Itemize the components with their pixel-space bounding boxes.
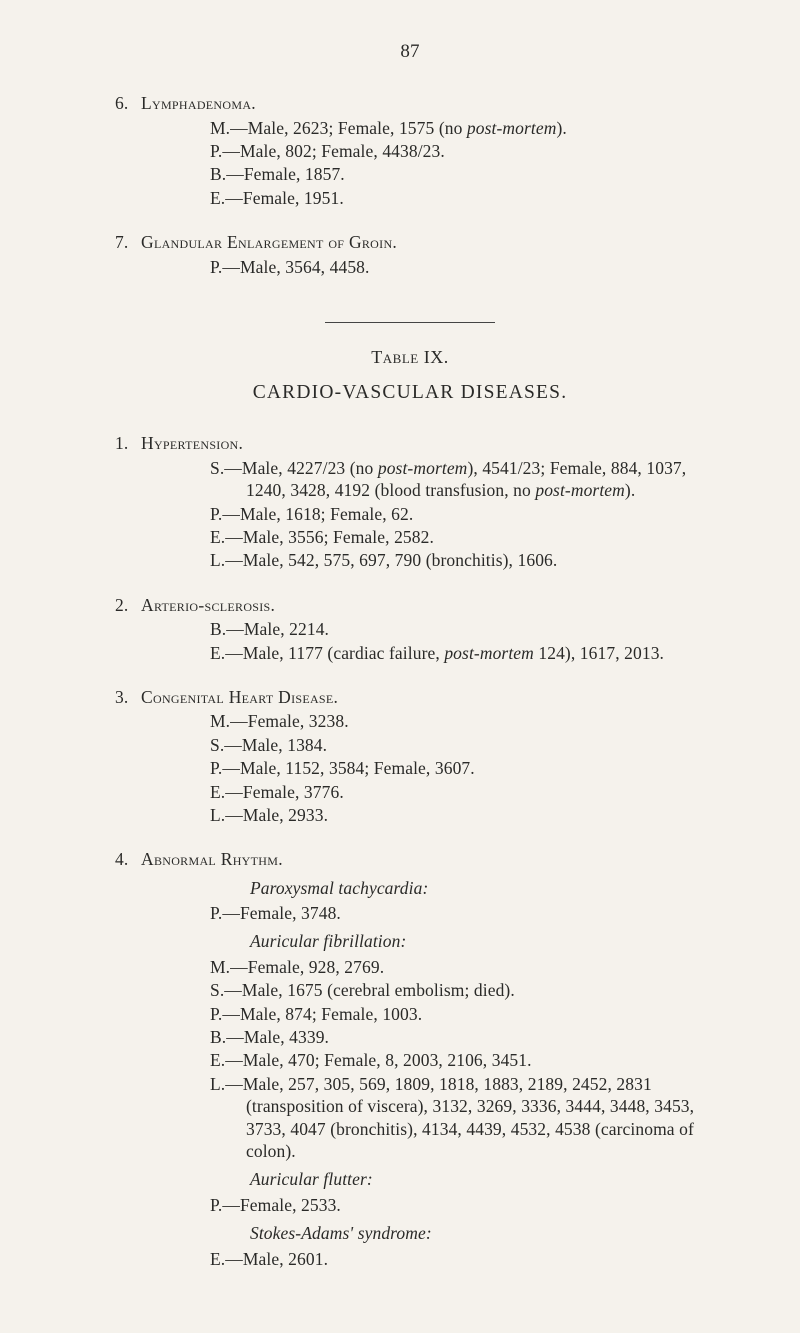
entry-head: 3.Congenital Heart Disease. <box>115 686 705 708</box>
entry-line: M.—Female, 3238. <box>210 710 705 732</box>
entry-number: 6. <box>115 92 141 114</box>
subgroup-label: Paroxysmal tachycardia: <box>210 877 705 899</box>
entry-number: 7. <box>115 231 141 253</box>
subgroup-label: Auricular fibrillation: <box>210 930 705 952</box>
page-number: 87 <box>115 40 705 64</box>
entry-line: P.—Female, 3748. <box>210 902 705 924</box>
entry: 1.Hypertension. S.—Male, 4227/23 (no post… <box>115 432 705 571</box>
entry-number: 2. <box>115 594 141 616</box>
entry-number: 1. <box>115 432 141 454</box>
entry-body: M.—Female, 3238.S.—Male, 1384.P.—Male, 1… <box>115 710 705 826</box>
entry-line: B.—Male, 2214. <box>210 618 705 640</box>
page: 87 6.Lymphadenoma. M.—Male, 2623; Female,… <box>0 0 800 1332</box>
entry: 3.Congenital Heart Disease.M.—Female, 32… <box>115 686 705 826</box>
entry-title: Congenital Heart Disease. <box>141 686 338 708</box>
entry-line: S.—Male, 1384. <box>210 734 705 756</box>
entry-line: S.—Male, 4227/23 (no post-mortem), 4541/… <box>210 457 705 502</box>
entry: 6.Lymphadenoma. M.—Male, 2623; Female, 15… <box>115 92 705 209</box>
entry-title: Abnormal Rhythm. <box>141 848 283 870</box>
entry-line: P.—Male, 802; Female, 4438/23. <box>210 140 705 162</box>
entry: 4.Abnormal Rhythm. Paroxysmal tachycardia… <box>115 848 705 1270</box>
entry-body: Paroxysmal tachycardia: P.—Female, 3748. A… <box>115 877 705 1270</box>
section-title: CARDIO-VASCULAR DISEASES. <box>115 381 705 406</box>
subgroup-label: Stokes-Adams' syndrome: <box>210 1222 705 1244</box>
entry-line: E.—Male, 2601. <box>210 1248 705 1270</box>
entry-title: Arterio-sclerosis. <box>141 594 275 616</box>
entry-body: P.—Male, 3564, 4458. <box>115 256 705 278</box>
entry-head: 1.Hypertension. <box>115 432 705 454</box>
divider <box>115 306 705 328</box>
entry-line: E.—Female, 1951. <box>210 187 705 209</box>
entry-line: B.—Female, 1857. <box>210 163 705 185</box>
entry-head: 6.Lymphadenoma. <box>115 92 705 114</box>
entry-line: M.—Female, 928, 2769. <box>210 956 705 978</box>
entry-line: S.—Male, 1675 (cerebral embolism; died). <box>210 979 705 1001</box>
entry-line: P.—Female, 2533. <box>210 1194 705 1216</box>
entry-title: Lymphadenoma. <box>141 92 256 114</box>
subgroup-label: Auricular flutter: <box>210 1168 705 1190</box>
entry-number: 4. <box>115 848 141 870</box>
entry: 2.Arterio-sclerosis.B.—Male, 2214.E.—Mal… <box>115 594 705 664</box>
entry-head: 4.Abnormal Rhythm. <box>115 848 705 870</box>
entry-line: E.—Female, 3776. <box>210 781 705 803</box>
entry-line: L.—Male, 257, 305, 569, 1809, 1818, 1883… <box>210 1073 705 1163</box>
entry-head: 2.Arterio-sclerosis. <box>115 594 705 616</box>
entry-body: S.—Male, 4227/23 (no post-mortem), 4541/… <box>115 457 705 572</box>
entry-title: Glandular Enlargement of Groin. <box>141 231 397 253</box>
table-label: Table IX. <box>115 346 705 369</box>
entry-title: Hypertension. <box>141 432 243 454</box>
entry-line: M.—Male, 2623; Female, 1575 (no post-mor… <box>210 117 705 139</box>
entry-line: L.—Male, 2933. <box>210 804 705 826</box>
entry-line: P.—Male, 3564, 4458. <box>210 256 705 278</box>
entry-line: E.—Male, 3556; Female, 2582. <box>210 526 705 548</box>
entry-body: B.—Male, 2214.E.—Male, 1177 (cardiac fai… <box>115 618 705 664</box>
entry-line: E.—Male, 1177 (cardiac failure, post-mor… <box>210 642 705 664</box>
entry-line: L.—Male, 542, 575, 697, 790 (bronchitis)… <box>210 549 705 571</box>
entry: 7.Glandular Enlargement of Groin. P.—Male… <box>115 231 705 278</box>
entries-bottom: 1.Hypertension. S.—Male, 4227/23 (no post… <box>115 432 705 1270</box>
entry-line: P.—Male, 1618; Female, 62. <box>210 503 705 525</box>
entry-number: 3. <box>115 686 141 708</box>
entry-line: P.—Male, 1152, 3584; Female, 3607. <box>210 757 705 779</box>
entry-head: 7.Glandular Enlargement of Groin. <box>115 231 705 253</box>
entry-line: B.—Male, 4339. <box>210 1026 705 1048</box>
entry-line: P.—Male, 874; Female, 1003. <box>210 1003 705 1025</box>
entry-line: E.—Male, 470; Female, 8, 2003, 2106, 345… <box>210 1049 705 1071</box>
entries-top: 6.Lymphadenoma. M.—Male, 2623; Female, 15… <box>115 92 705 278</box>
entry-body: M.—Male, 2623; Female, 1575 (no post-mor… <box>115 117 705 210</box>
